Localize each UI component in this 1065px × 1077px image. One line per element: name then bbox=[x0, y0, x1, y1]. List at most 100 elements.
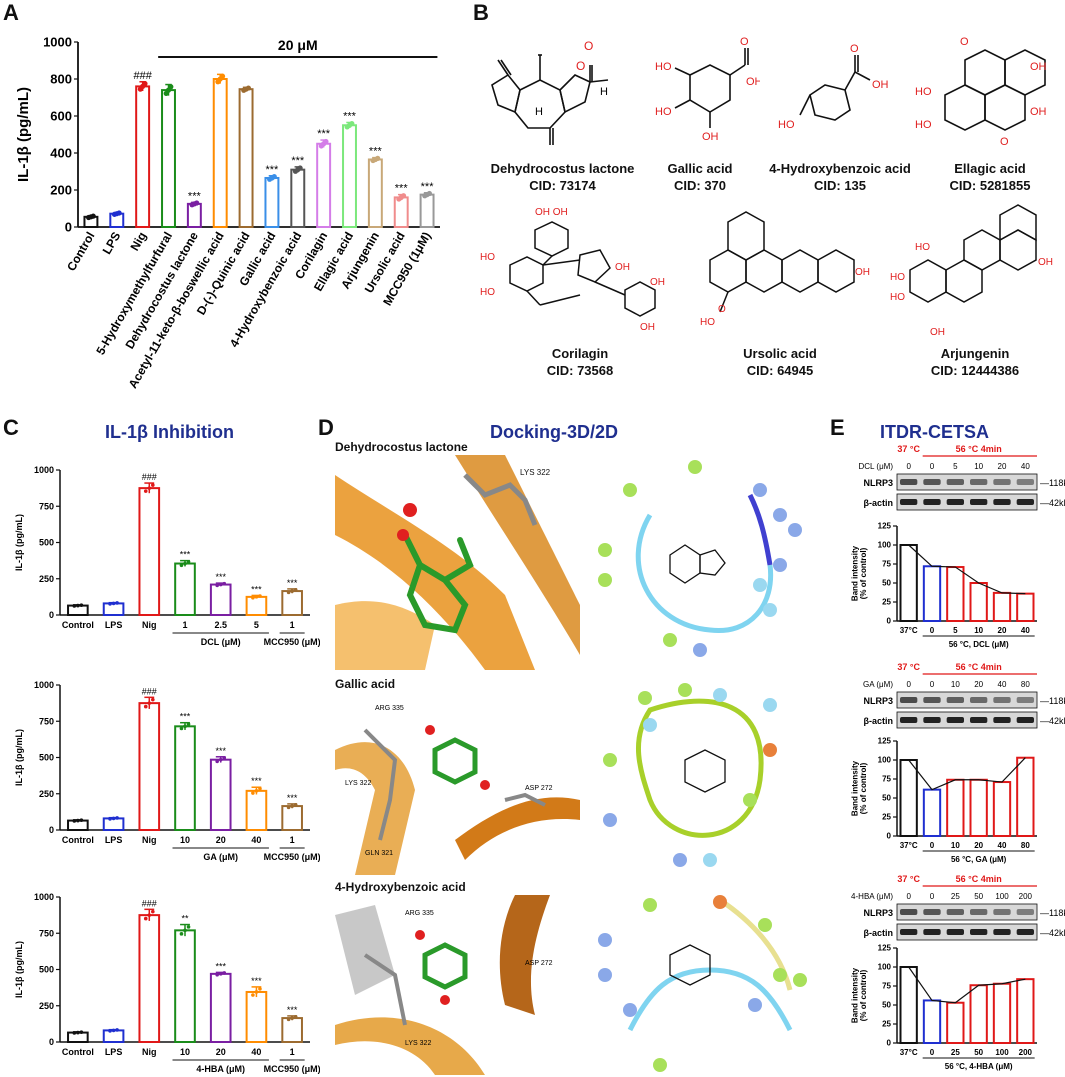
western-blot-ga: 37 °C 56 °C 4min GA (μM) 0 0 10 20 40 80 NLRP3 β-a… bbox=[863, 662, 1065, 729]
svg-text:H: H bbox=[600, 86, 608, 98]
panel-letter-c: C bbox=[3, 415, 19, 440]
blot-band bbox=[923, 697, 941, 703]
significance-label: ** bbox=[181, 914, 189, 924]
data-point bbox=[426, 190, 432, 197]
group-label: 56 °C, GA (μM) bbox=[951, 855, 1007, 864]
svg-text:GLN 321: GLN 321 bbox=[365, 850, 393, 857]
significance-label: *** bbox=[180, 712, 191, 722]
svg-text:LYS 322: LYS 322 bbox=[405, 1040, 431, 1047]
svg-text:HO: HO bbox=[480, 252, 495, 263]
data-point bbox=[215, 583, 219, 588]
panel-letter-d: D bbox=[318, 415, 334, 440]
y-tick-label: 250 bbox=[39, 574, 54, 584]
bar bbox=[245, 990, 268, 1043]
bar bbox=[922, 565, 942, 622]
blot-band bbox=[946, 717, 964, 723]
ellagic-acid-structure: O OH HO HO OH O bbox=[915, 36, 1047, 148]
mol-label-ursolic: Ursolic acid CID: 64945 bbox=[743, 346, 817, 378]
bar bbox=[922, 999, 942, 1044]
blot-band bbox=[923, 929, 941, 935]
group-label: DCL (μM) bbox=[201, 637, 241, 647]
data-point bbox=[151, 909, 155, 914]
bar bbox=[969, 984, 988, 1044]
bar bbox=[174, 725, 196, 832]
docking-3d-ga: ARG 335 ASP 272 LYS 322 GLN 321 bbox=[335, 705, 580, 875]
category-label: 0 bbox=[930, 841, 935, 850]
panel-e-title: ITDR-CETSA bbox=[880, 422, 989, 442]
data-point bbox=[375, 155, 381, 161]
bar bbox=[209, 758, 232, 831]
significance-label: *** bbox=[287, 793, 298, 803]
y-tick-label: 50 bbox=[882, 579, 891, 588]
blot-band bbox=[970, 929, 988, 935]
svg-text:OH: OH bbox=[640, 322, 655, 333]
y-tick-label: 100 bbox=[878, 963, 892, 972]
svg-text:ARG 335: ARG 335 bbox=[405, 910, 434, 917]
y-tick-label: 25 bbox=[882, 813, 891, 822]
data-point bbox=[79, 818, 84, 822]
bar bbox=[899, 759, 918, 837]
y-tick-label: 0 bbox=[49, 610, 54, 620]
blot-target-label: NLRP3 bbox=[863, 696, 893, 706]
y-tick-label: 125 bbox=[878, 944, 892, 953]
category-label: 40 bbox=[251, 835, 261, 845]
data-point bbox=[111, 1028, 116, 1033]
blot-target bbox=[896, 903, 1038, 921]
bar bbox=[212, 78, 228, 228]
significance-label: *** bbox=[251, 976, 262, 986]
data-point bbox=[143, 489, 148, 493]
category-label: 10 bbox=[951, 841, 960, 850]
data-point bbox=[218, 582, 223, 587]
category-label: 50 bbox=[974, 1048, 983, 1057]
category-label: 1 bbox=[290, 1047, 295, 1057]
data-point bbox=[258, 594, 262, 598]
western-blot-hba: 37 °C 56 °C 4min 4-HBA (μM) 0 0 25 50 100 200 NLR… bbox=[851, 874, 1065, 941]
data-point bbox=[168, 84, 174, 90]
svg-text:HO: HO bbox=[700, 317, 715, 328]
data-point bbox=[186, 559, 191, 564]
mol-label-ellagic: Ellagic acid CID: 5281855 bbox=[949, 161, 1031, 193]
corilagin-structure: OH OH HO HO OH OH OH bbox=[480, 207, 665, 333]
y-tick-label: 750 bbox=[39, 716, 54, 726]
y-tick-label: 1000 bbox=[34, 465, 54, 475]
blot-band bbox=[993, 499, 1011, 505]
data-point bbox=[245, 85, 251, 91]
category-label: Control bbox=[62, 835, 94, 845]
y-tick-label: 50 bbox=[882, 1001, 891, 1010]
svg-text:HO: HO bbox=[480, 287, 495, 298]
data-point bbox=[400, 193, 407, 199]
y-tick-label: 0 bbox=[887, 832, 892, 841]
significance-label: *** bbox=[421, 181, 435, 193]
temp-56-label: 56 °C 4min bbox=[956, 662, 1002, 672]
svg-text:HO: HO bbox=[915, 86, 932, 98]
bar bbox=[922, 788, 942, 837]
chart-c1: 0 250 500 750 1000 IL-1β (pg/mL) Control LPS ###… bbox=[14, 465, 320, 647]
group-label: GA (μM) bbox=[203, 852, 238, 862]
y-tick-label: 1000 bbox=[34, 680, 54, 690]
data-point bbox=[258, 786, 262, 791]
category-label: 10 bbox=[974, 626, 983, 635]
data-point bbox=[251, 791, 255, 795]
data-point bbox=[215, 972, 219, 977]
temp-37-label: 37 °C bbox=[897, 444, 920, 454]
mol-label-hba: 4-Hydroxybenzoic acid CID: 135 bbox=[769, 161, 911, 193]
docking-2d-ga bbox=[603, 683, 777, 867]
blot-band bbox=[946, 929, 964, 935]
svg-text:ASP 272: ASP 272 bbox=[525, 785, 553, 792]
bar bbox=[419, 193, 435, 228]
kd-target-label: —118kD bbox=[1040, 478, 1065, 488]
category-label: 10 bbox=[180, 1047, 190, 1057]
bar bbox=[245, 595, 268, 616]
data-point bbox=[76, 603, 80, 608]
category-label: 0 bbox=[930, 1048, 935, 1057]
dose-value: 0 bbox=[906, 892, 911, 901]
svg-text:OH: OH bbox=[1038, 257, 1053, 268]
data-point bbox=[215, 759, 219, 764]
docking-label-dcl: Dehydrocostus lactone bbox=[335, 440, 468, 454]
bar bbox=[946, 778, 965, 837]
y-tick-label: 75 bbox=[882, 560, 891, 569]
bar bbox=[138, 487, 161, 616]
y-tick-label: 250 bbox=[39, 789, 54, 799]
data-point bbox=[293, 802, 298, 807]
